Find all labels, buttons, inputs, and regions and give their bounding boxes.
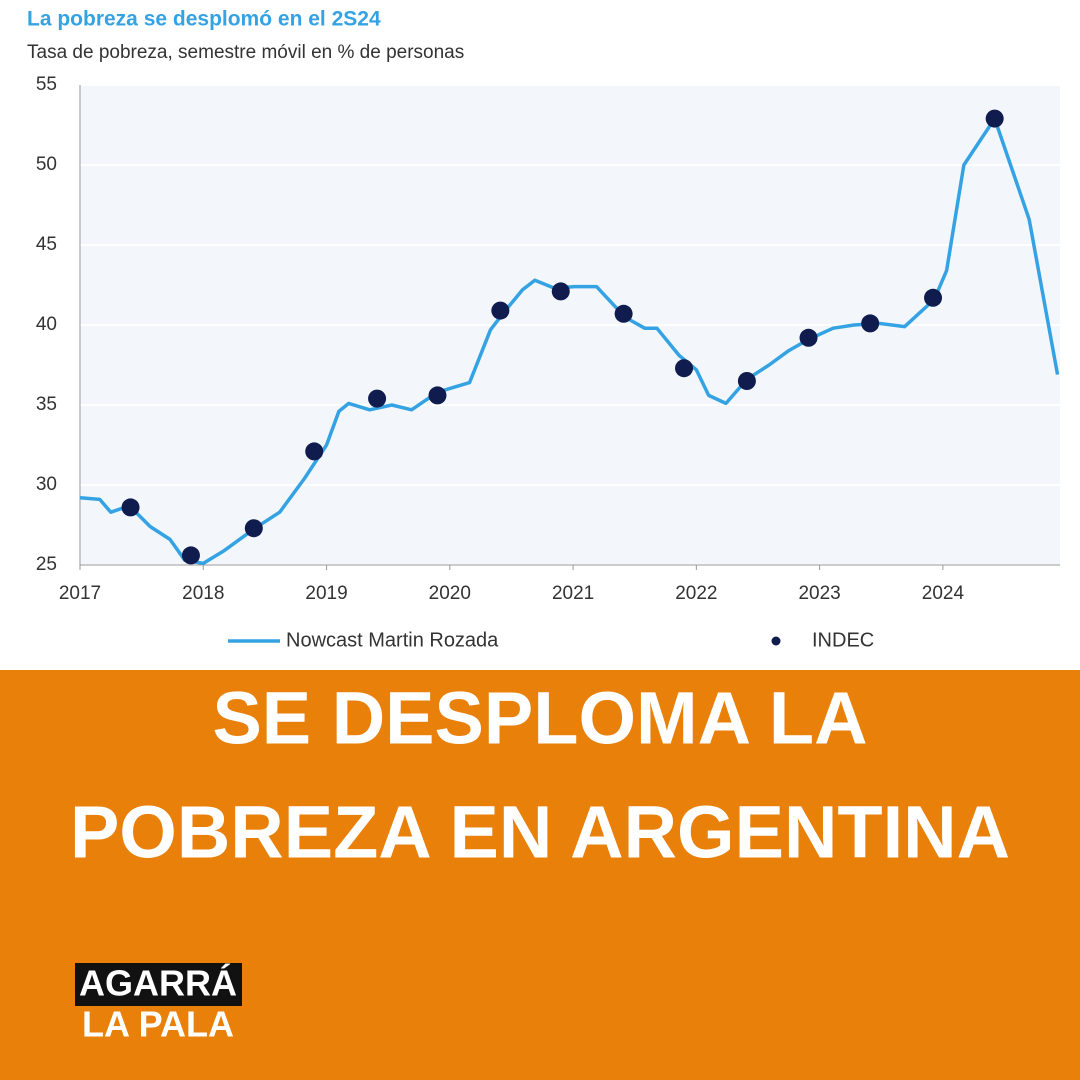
legend-swatch (771, 636, 781, 646)
y-tick-label: 55 (36, 74, 57, 95)
point (181, 546, 200, 565)
logo-box (75, 963, 242, 1006)
banner (0, 670, 1080, 1080)
point (244, 519, 263, 538)
y-tick-label: 45 (36, 234, 57, 255)
x-tick-label: 2022 (675, 583, 717, 604)
point (799, 328, 818, 347)
legend: Nowcast Martin Rozada INDEC (228, 629, 874, 651)
y-tick-label: 25 (36, 554, 57, 575)
marks (79, 109, 1060, 566)
y-tick-label: 50 (36, 154, 57, 175)
logo-text: AGARRÁ (79, 963, 237, 1004)
x-tick-label: 2020 (429, 583, 471, 604)
point (121, 498, 140, 517)
legend-label: INDEC (812, 629, 874, 651)
headline: POBREZA EN ARGENTINA (70, 791, 1010, 874)
x-tick-label: 2023 (798, 583, 840, 604)
point (491, 301, 510, 320)
x-tick-label: 2024 (922, 583, 965, 604)
y-tick-label: 35 (36, 394, 57, 415)
logo-text: LA PALA (82, 1004, 234, 1045)
x-tick-label: 2017 (59, 583, 101, 604)
line (79, 116, 1060, 566)
y-tick-label: 40 (36, 314, 57, 335)
chart-title: La pobreza se desplomó en el 2S24 (27, 8, 381, 31)
point (614, 304, 633, 323)
x-tick-label: 2021 (552, 583, 594, 604)
point (305, 442, 324, 461)
headline: SE DESPLOMA LA (212, 677, 867, 760)
point (368, 389, 387, 408)
chart-subtitle: Tasa de pobreza, semestre móvil en % de … (27, 42, 464, 63)
x-tick-label: 2018 (182, 583, 224, 604)
point (737, 372, 756, 390)
x-tick-label: 2019 (305, 583, 347, 604)
point (924, 288, 943, 307)
point (675, 359, 694, 378)
point (428, 386, 447, 405)
point (551, 282, 570, 301)
y-tick-label: 30 (36, 474, 57, 495)
point (861, 314, 880, 333)
legend-label: Nowcast Martin Rozada (286, 629, 499, 651)
point (985, 109, 1004, 128)
